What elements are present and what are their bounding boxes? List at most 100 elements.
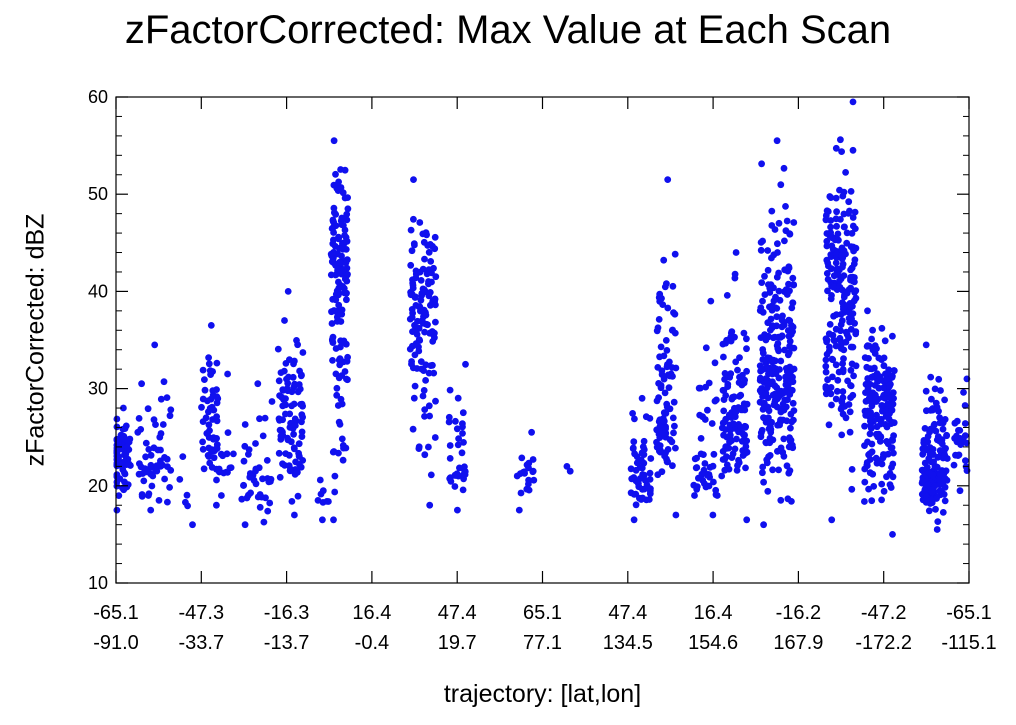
data-point — [458, 449, 466, 457]
data-point — [431, 245, 439, 253]
data-point — [737, 391, 745, 399]
data-point — [461, 463, 468, 471]
data-point — [337, 395, 345, 403]
data-point — [431, 434, 439, 441]
data-point — [149, 472, 157, 480]
data-point — [629, 410, 636, 417]
data-point — [766, 380, 774, 388]
data-point — [230, 450, 237, 458]
data-point — [847, 188, 855, 195]
x-tick-label-lon: -115.1 — [941, 632, 996, 654]
data-point — [337, 259, 345, 267]
data-point — [847, 394, 854, 401]
data-point — [630, 516, 638, 524]
data-point — [410, 215, 417, 223]
data-point — [262, 494, 269, 502]
data-point — [296, 461, 303, 468]
data-point — [629, 444, 637, 452]
data-point — [153, 462, 161, 470]
data-point — [207, 322, 215, 329]
data-point — [288, 498, 296, 505]
data-point — [518, 454, 526, 462]
data-point — [147, 451, 155, 459]
data-point — [743, 367, 750, 375]
data-point — [887, 484, 895, 491]
data-point — [266, 499, 274, 507]
data-point — [833, 387, 841, 395]
data-point — [210, 454, 218, 462]
data-point — [890, 367, 898, 375]
data-point — [941, 497, 949, 505]
data-point — [660, 352, 668, 360]
data-point — [201, 386, 209, 394]
data-point — [940, 491, 948, 498]
data-point — [738, 437, 746, 445]
data-point — [409, 279, 417, 287]
data-point — [766, 439, 774, 447]
data-point — [758, 279, 766, 286]
data-point — [213, 359, 221, 367]
data-point — [566, 467, 574, 475]
data-point — [929, 446, 937, 453]
data-point — [672, 511, 680, 519]
data-point — [183, 491, 191, 499]
axes: 10 20 30 40 50 60 -65.1 -91.0 -47.3 -33.7 -16.3 -13… — [88, 87, 997, 654]
data-point — [775, 374, 783, 382]
data-point — [848, 466, 856, 473]
data-point — [410, 394, 418, 402]
data-point — [668, 364, 676, 371]
data-point — [328, 258, 336, 266]
data-point — [768, 302, 776, 310]
data-point — [961, 432, 969, 440]
data-point — [530, 476, 538, 484]
data-point — [887, 380, 894, 388]
data-point — [432, 318, 439, 326]
data-point — [837, 327, 844, 335]
data-point — [329, 357, 336, 364]
data-point — [768, 370, 776, 378]
data-point — [708, 420, 716, 427]
x-tick-label-lon: -33.7 — [179, 632, 225, 654]
data-point — [824, 376, 831, 384]
x-tick-label-lon: 134.5 — [603, 632, 653, 654]
data-point — [333, 384, 341, 392]
data-point — [921, 487, 929, 494]
data-point — [646, 469, 654, 477]
data-point — [851, 256, 859, 264]
data-point — [932, 399, 940, 407]
data-point — [411, 241, 418, 249]
data-point — [261, 414, 269, 422]
data-point — [931, 482, 939, 490]
data-point — [849, 243, 857, 251]
data-point — [417, 277, 425, 284]
data-point — [122, 436, 130, 443]
data-point — [451, 471, 459, 479]
data-point — [938, 438, 945, 446]
data-point — [432, 273, 440, 281]
data-point — [148, 482, 156, 490]
data-point — [963, 439, 970, 447]
data-point — [408, 314, 416, 321]
data-point — [431, 233, 439, 241]
data-point — [330, 516, 337, 524]
data-point — [941, 396, 948, 404]
data-point — [121, 425, 129, 432]
data-point — [838, 148, 845, 156]
x-tick-label-lat: 47.4 — [438, 602, 477, 624]
data-point — [842, 328, 850, 336]
data-point — [176, 476, 184, 483]
data-point — [655, 316, 663, 323]
data-point — [429, 361, 436, 369]
data-point — [336, 421, 344, 428]
data-point — [135, 470, 143, 478]
data-point — [454, 441, 462, 449]
x-tick-label-lat: 65.1 — [523, 602, 562, 624]
data-point — [696, 411, 704, 419]
data-point — [296, 367, 303, 375]
data-point — [823, 270, 831, 277]
data-point — [764, 487, 772, 495]
data-point — [205, 360, 213, 368]
data-point — [784, 381, 792, 389]
data-point — [777, 408, 785, 416]
data-point — [927, 407, 934, 414]
